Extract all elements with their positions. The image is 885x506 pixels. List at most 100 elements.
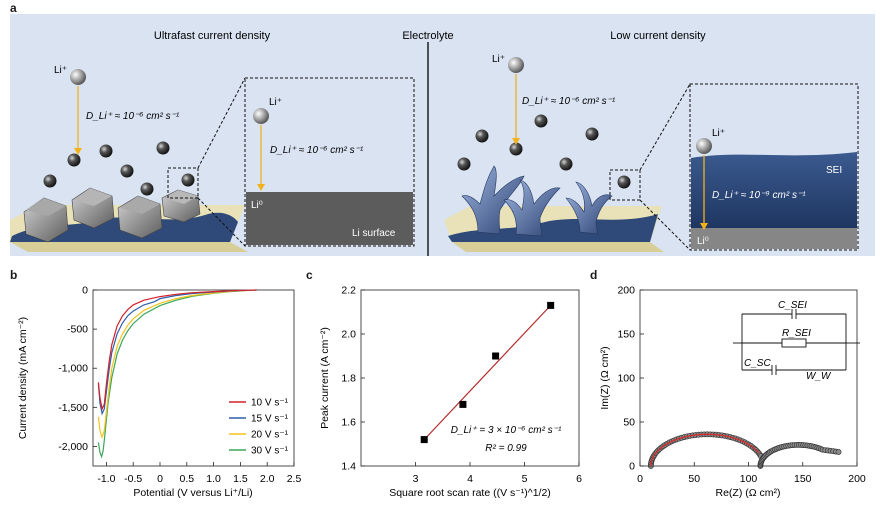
panel-c-xtick-label: 6 — [576, 473, 582, 485]
left-substrate-side — [10, 242, 248, 252]
panel-c-annotation-diffusion: D_Li⁺ = 3 × 10⁻⁶ cm² s⁻¹ — [451, 425, 562, 436]
panel-b-legend-label: 20 V s⁻¹ — [251, 430, 289, 441]
panel-c-xtick-label: 4 — [467, 473, 473, 485]
panel-b-series-lines — [97, 289, 257, 459]
li0-label-left: Li⁰ — [251, 200, 263, 211]
right-inset-ion — [696, 138, 712, 154]
right-title: Low current density — [610, 30, 706, 42]
panel-c-xlabel: Square root scan rate ((V s⁻¹)^1/2) — [389, 487, 551, 499]
left-ion-arrowhead — [74, 148, 82, 155]
right-inset-ion-label: Li⁺ — [712, 128, 725, 139]
panel-b-legend-label: 10 V s⁻¹ — [251, 398, 289, 409]
right-electrolyte-film — [448, 214, 658, 242]
panel-d-fit-curve — [650, 433, 760, 466]
panel-c-ytick-label: 1.8 — [341, 373, 356, 385]
right-substrate-side — [452, 242, 664, 252]
panel-b-xtick-label: 1.0 — [206, 473, 221, 485]
panel-d-plot — [647, 431, 842, 469]
panel-b-xtick-label: -1.0 — [97, 473, 115, 485]
panel-b-series-line — [97, 289, 257, 459]
panel-c-data-point — [459, 400, 467, 408]
panel-letter-c: c — [306, 268, 313, 282]
panel-d-xtick-label: 200 — [848, 473, 866, 485]
panel-c-ytick-label: 2.2 — [341, 285, 356, 297]
panel-b-legend-label: 15 V s⁻¹ — [251, 414, 289, 425]
panel-c-ylabel: Peak current (A cm⁻²) — [319, 327, 331, 429]
panel-d-ytick-label: 50 — [623, 417, 635, 429]
panel-d-xticks: 0 50 100 150 200 — [637, 462, 866, 485]
circuit-label-c-sc: C_SC — [744, 358, 771, 369]
panel-b-xtick-label: -0.5 — [124, 473, 142, 485]
right-ions — [457, 57, 631, 189]
panel-b-ytick-label: -500 — [67, 324, 88, 336]
left-ions — [43, 69, 195, 196]
panel-a: Ultrafast current density Electrolyte Lo… — [10, 14, 875, 256]
li-surface-label: Li surface — [352, 228, 396, 239]
circuit-label-w-w: W_W — [806, 371, 832, 382]
panel-b-frame — [92, 289, 295, 467]
panel-c-xticks: 3 4 5 6 — [413, 462, 582, 485]
panel-d-xtick-label: 0 — [637, 473, 643, 485]
panel-d: 0 50 100 150 200 0 50 100 150 200 C_SEI R_SEI C_… — [599, 285, 866, 500]
middle-title: Electrolyte — [402, 30, 453, 42]
li-metal-block — [691, 228, 857, 249]
panel-c-data-point — [547, 301, 555, 309]
panel-b-legend: 10 V s⁻¹ 15 V s⁻¹ 20 V s⁻¹ 30 V s⁻¹ — [229, 398, 289, 457]
panel-d-yticks: 0 50 100 150 200 — [617, 285, 644, 473]
left-title: Ultrafast current density — [154, 30, 271, 42]
panel-d-ytick-label: 200 — [617, 285, 635, 297]
left-ion-label: Li⁺ — [54, 65, 67, 76]
panel-c-ytick-label: 1.6 — [341, 417, 356, 429]
panel-letter-b: b — [10, 268, 18, 282]
right-diffusion-label: D_Li⁺ ≈ 10⁻⁶ cm² s⁻¹ — [522, 96, 616, 107]
panel-c-ytick-label: 1.4 — [341, 461, 356, 473]
panel-letter-d: d — [590, 268, 598, 282]
panel-b-ytick-label: 0 — [82, 285, 88, 297]
panel-c-ytick-label: 2.0 — [341, 329, 356, 341]
panel-c-plot — [420, 301, 555, 444]
sei-layer — [691, 152, 857, 230]
right-zoom-box — [609, 169, 641, 201]
li-deposit-cubes — [23, 187, 201, 243]
panel-b-xtick-label: 1.5 — [233, 473, 248, 485]
panel-b-series-line — [97, 289, 257, 439]
panel-b-yticks: 0 -500 -1,000 -1,500 -2,000 — [58, 285, 97, 453]
left-inset-diffusion-label: D_Li⁺ ≈ 10⁻⁶ cm² s⁻¹ — [270, 145, 364, 156]
right-ion-label: Li⁺ — [492, 54, 505, 65]
panel-d-ytick-label: 100 — [617, 373, 635, 385]
panel-b-xtick-label: 0.5 — [179, 473, 194, 485]
panel-b: 0 -500 -1,000 -1,500 -2,000 -1.0 -0.5 0 0.5 1.0 1… — [17, 285, 301, 500]
panel-b-legend-label: 30 V s⁻¹ — [251, 446, 289, 457]
panel-c-xtick-label: 3 — [413, 473, 419, 485]
panel-d-xtick-label: 100 — [740, 473, 758, 485]
panel-d-xtick-label: 50 — [688, 473, 700, 485]
panel-c-data-point — [492, 352, 500, 360]
panel-b-series-line — [97, 289, 257, 416]
sei-label: SEI — [826, 165, 842, 176]
circuit-label-r-sei: R_SEI — [782, 328, 811, 339]
panel-b-xticks: -1.0 -0.5 0 0.5 1.0 1.5 2.0 2.5 — [97, 462, 301, 485]
dendrites — [461, 165, 613, 237]
panel-c: 1.4 1.6 1.8 2.0 2.2 3 4 5 6 D_Li⁺ = 3 × 10⁻⁶ cm… — [319, 285, 582, 500]
panel-d-xtick-label: 150 — [794, 473, 812, 485]
panel-b-ytick-label: -2,000 — [58, 441, 88, 453]
panel-b-xlabel: Potential (V versus Li⁺/Li) — [133, 487, 252, 499]
panel-b-series-line — [97, 289, 257, 411]
panel-letter-a: a — [10, 1, 17, 15]
panel-c-frame — [360, 289, 580, 467]
panel-d-ylabel: Im(Z) (Ω cm²) — [599, 346, 611, 409]
panel-b-xtick-label: 2.5 — [287, 473, 302, 485]
panel-b-ytick-label: -1,000 — [58, 363, 88, 375]
left-inset-ion — [253, 108, 269, 124]
panel-d-data-point — [835, 449, 842, 455]
panel-d-ytick-label: 0 — [629, 461, 635, 473]
equivalent-circuit — [733, 309, 860, 375]
right-inset-diffusion-label: D_Li⁺ ≈ 10⁻⁹ cm² s⁻¹ — [712, 190, 806, 201]
panel-b-ylabel: Current density (mA cm⁻²) — [17, 317, 29, 439]
panel-c-yticks: 1.4 1.6 1.8 2.0 2.2 — [341, 285, 365, 473]
panel-d-ytick-label: 150 — [617, 329, 635, 341]
panel-c-fit-line — [423, 304, 552, 441]
li0-label-right: Li⁰ — [697, 236, 709, 247]
circuit-label-c-sei: C_SEI — [778, 300, 807, 311]
